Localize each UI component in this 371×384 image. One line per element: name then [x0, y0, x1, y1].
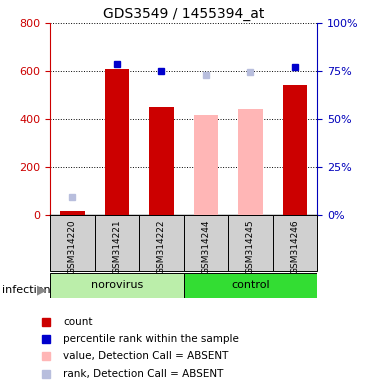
Text: infection: infection: [2, 285, 50, 295]
Bar: [50, 273, 184, 298]
Bar: [283, 86, 307, 215]
Bar: [228, 215, 273, 271]
Text: GSM314244: GSM314244: [201, 220, 210, 274]
Bar: [238, 109, 263, 215]
Bar: [273, 215, 317, 271]
Text: GSM314221: GSM314221: [112, 220, 121, 274]
Bar: [184, 215, 228, 271]
Bar: [60, 211, 85, 215]
Bar: [184, 273, 317, 298]
Bar: [95, 215, 139, 271]
Text: count: count: [63, 317, 92, 327]
Bar: [149, 107, 174, 215]
Title: GDS3549 / 1455394_at: GDS3549 / 1455394_at: [103, 7, 264, 21]
Text: GSM314220: GSM314220: [68, 220, 77, 274]
Text: GSM314245: GSM314245: [246, 220, 255, 274]
Bar: [50, 215, 95, 271]
Bar: [139, 215, 184, 271]
Text: norovirus: norovirus: [91, 280, 143, 290]
Bar: [194, 116, 218, 215]
Text: GSM314246: GSM314246: [290, 220, 299, 274]
Bar: [105, 69, 129, 215]
Text: percentile rank within the sample: percentile rank within the sample: [63, 334, 239, 344]
Text: rank, Detection Call = ABSENT: rank, Detection Call = ABSENT: [63, 369, 223, 379]
Text: control: control: [231, 280, 270, 290]
Text: GSM314222: GSM314222: [157, 220, 166, 274]
Text: value, Detection Call = ABSENT: value, Detection Call = ABSENT: [63, 351, 228, 361]
Text: ▶: ▶: [37, 283, 46, 296]
